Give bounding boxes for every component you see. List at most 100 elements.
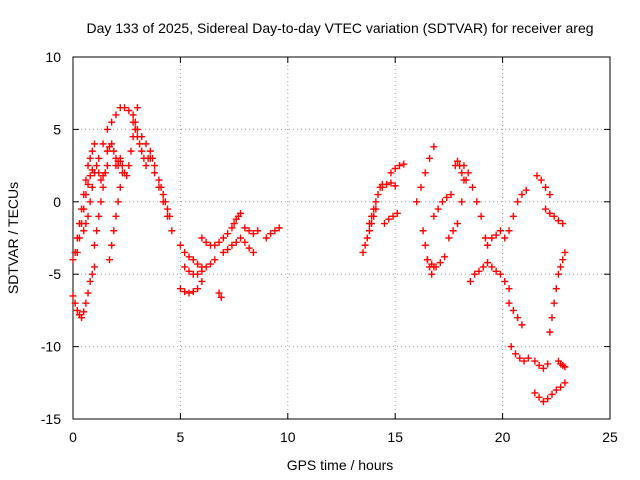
x-tick-label: 0 bbox=[69, 429, 77, 445]
data-point bbox=[125, 162, 133, 170]
data-point bbox=[198, 277, 206, 285]
data-point bbox=[391, 164, 399, 172]
data-point bbox=[90, 263, 98, 271]
data-point bbox=[428, 270, 436, 278]
data-point bbox=[198, 267, 206, 275]
data-point bbox=[380, 220, 388, 228]
data-point bbox=[550, 299, 558, 307]
x-tick-label: 15 bbox=[387, 429, 403, 445]
data-point bbox=[211, 241, 219, 249]
data-point bbox=[559, 220, 567, 228]
data-point bbox=[522, 186, 530, 194]
data-point bbox=[161, 198, 169, 206]
data-point bbox=[267, 230, 275, 238]
data-point bbox=[215, 238, 223, 246]
data-point bbox=[194, 285, 202, 293]
data-point bbox=[363, 234, 371, 242]
data-point bbox=[481, 234, 489, 242]
data-point bbox=[90, 140, 98, 148]
data-point bbox=[181, 248, 189, 256]
series-arc-o bbox=[181, 256, 219, 278]
data-point bbox=[123, 172, 131, 180]
data-point bbox=[88, 147, 96, 155]
data-point bbox=[518, 321, 526, 329]
data-point bbox=[393, 209, 401, 217]
data-point bbox=[108, 241, 116, 249]
data-point bbox=[73, 306, 81, 314]
data-point bbox=[548, 390, 556, 398]
data-point bbox=[535, 393, 543, 401]
data-point bbox=[206, 260, 214, 268]
data-point bbox=[447, 191, 455, 199]
data-point bbox=[254, 227, 262, 235]
data-point bbox=[359, 248, 367, 256]
data-point bbox=[166, 212, 174, 220]
data-point bbox=[219, 248, 227, 256]
data-point bbox=[202, 238, 210, 246]
data-point bbox=[514, 314, 522, 322]
data-point bbox=[185, 289, 193, 297]
data-point bbox=[95, 154, 103, 162]
data-point bbox=[112, 212, 120, 220]
data-point bbox=[548, 314, 556, 322]
data-point bbox=[159, 191, 167, 199]
data-point bbox=[471, 270, 479, 278]
data-point bbox=[546, 209, 554, 217]
data-point bbox=[475, 267, 483, 275]
data-point bbox=[370, 205, 378, 213]
data-point bbox=[181, 288, 189, 296]
data-point bbox=[550, 212, 558, 220]
series-arc-z bbox=[380, 209, 401, 228]
data-point bbox=[228, 241, 236, 249]
x-tick-label: 25 bbox=[602, 429, 618, 445]
data-point bbox=[544, 395, 552, 403]
data-point bbox=[372, 198, 380, 206]
data-point bbox=[438, 198, 446, 206]
data-point bbox=[539, 364, 547, 372]
data-point bbox=[202, 263, 210, 271]
data-point bbox=[84, 289, 92, 297]
data-point bbox=[189, 288, 197, 296]
data-point bbox=[93, 227, 101, 235]
data-point bbox=[224, 230, 232, 238]
grid-lines bbox=[73, 57, 610, 419]
series-arc-an bbox=[531, 357, 552, 372]
data-point bbox=[69, 292, 77, 300]
data-point bbox=[484, 259, 492, 267]
data-point bbox=[198, 234, 206, 242]
data-point bbox=[164, 205, 172, 213]
data-point bbox=[271, 227, 279, 235]
data-point bbox=[237, 234, 245, 242]
series-arc-l bbox=[155, 176, 174, 220]
data-point bbox=[88, 183, 96, 191]
data-point bbox=[106, 256, 114, 264]
data-point bbox=[155, 176, 163, 184]
data-point bbox=[511, 350, 519, 358]
data-point bbox=[146, 154, 154, 162]
data-point bbox=[361, 241, 369, 249]
series-arc-s bbox=[228, 209, 245, 232]
data-point bbox=[90, 241, 98, 249]
data-point bbox=[71, 299, 79, 307]
data-point bbox=[108, 140, 116, 148]
series-arc-aa bbox=[413, 143, 438, 206]
data-point bbox=[460, 162, 468, 170]
data-point bbox=[241, 224, 249, 232]
data-point bbox=[488, 234, 496, 242]
data-point bbox=[374, 191, 382, 199]
data-point bbox=[453, 220, 461, 228]
data-point bbox=[535, 361, 543, 369]
data-point bbox=[383, 180, 391, 188]
data-point bbox=[101, 169, 109, 177]
data-point bbox=[417, 183, 425, 191]
data-point bbox=[114, 198, 122, 206]
series-arc-t bbox=[241, 224, 262, 238]
data-point bbox=[477, 212, 485, 220]
data-point bbox=[84, 162, 92, 170]
chart-title: Day 133 of 2025, Sidereal Day-to-day VTE… bbox=[86, 20, 593, 36]
data-point bbox=[84, 180, 92, 188]
series-arc-e bbox=[90, 104, 137, 177]
data-point bbox=[189, 256, 197, 264]
data-point bbox=[492, 267, 500, 275]
data-point bbox=[391, 182, 399, 190]
